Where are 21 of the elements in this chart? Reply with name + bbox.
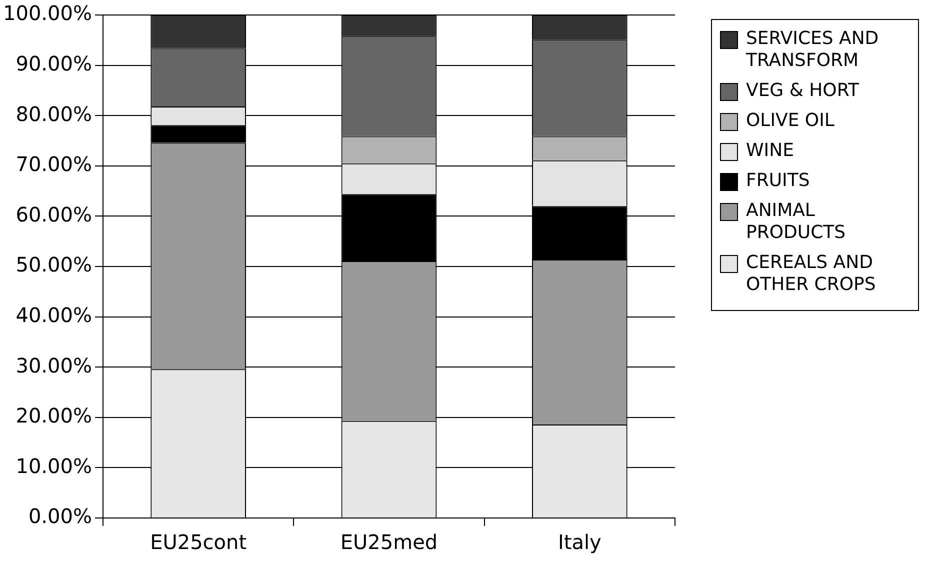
y-tick-label: 20.00% xyxy=(16,404,92,428)
x-tick-label: EU25cont xyxy=(150,530,247,554)
y-tick-label: 100.00% xyxy=(3,1,92,26)
legend-label: WINE xyxy=(746,140,794,162)
y-tick-label: 60.00% xyxy=(16,202,92,226)
x-tick-label: Italy xyxy=(558,530,602,554)
y-tick-label: 50.00% xyxy=(16,252,92,277)
legend-label: SERVICES AND TRANSFORM xyxy=(746,28,880,72)
x-tick-label: EU25med xyxy=(340,530,438,554)
legend-label: ANIMAL PRODUCTS xyxy=(746,200,847,244)
y-tick-label: 70.00% xyxy=(16,152,92,176)
y-tick-label: 40.00% xyxy=(16,303,92,328)
y-tick-label: 0.00% xyxy=(28,504,92,528)
legend-label: FRUITS xyxy=(746,170,810,192)
legend-label: OLIVE OIL xyxy=(746,110,834,132)
y-tick-label: 10.00% xyxy=(16,454,92,478)
y-tick-label: 80.00% xyxy=(16,102,92,126)
legend-label: CEREALS AND OTHER CROPS xyxy=(746,252,877,296)
y-tick-label: 30.00% xyxy=(16,353,92,378)
y-tick-label: 90.00% xyxy=(16,52,92,76)
legend-label: VEG & HORT xyxy=(746,80,860,102)
